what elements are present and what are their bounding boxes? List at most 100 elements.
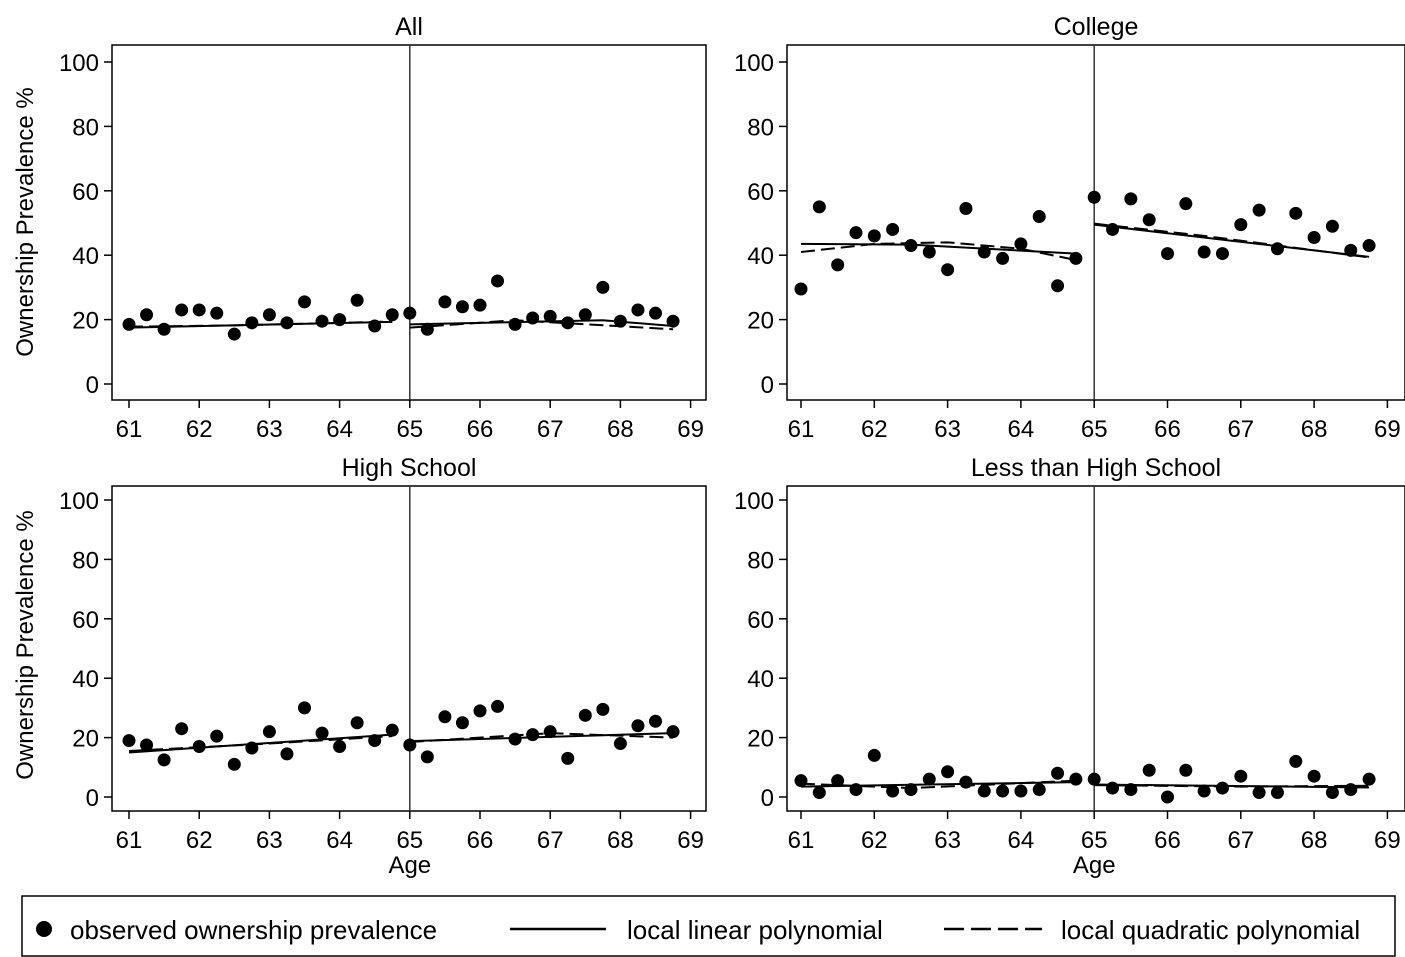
data-point — [315, 726, 329, 740]
panel-less-than-high-school: Less than High School 0 20 40 60 80 100 61 62 63 6… — [734, 454, 1405, 879]
data-point — [794, 774, 808, 788]
x-tick-label: 66 — [467, 416, 494, 443]
y-tick-label: 80 — [747, 114, 774, 141]
x-tick-label: 68 — [607, 416, 634, 443]
data-point — [350, 293, 364, 307]
data-point — [977, 245, 991, 259]
data-point — [333, 313, 347, 327]
plot-frame — [786, 485, 1405, 812]
data-point — [385, 308, 399, 322]
data-point — [922, 772, 936, 786]
data-point — [996, 784, 1010, 798]
data-point — [1234, 218, 1248, 232]
x-tick-label: 64 — [1008, 416, 1035, 443]
data-point — [1270, 242, 1284, 256]
data-point — [1124, 192, 1138, 206]
data-point — [1252, 203, 1266, 217]
data-point — [1197, 784, 1211, 798]
x-tick-label: 64 — [326, 416, 353, 443]
linear-fit-left — [800, 242, 1076, 255]
y-tick-label: 20 — [747, 726, 774, 753]
x-tick-label: 69 — [1374, 827, 1401, 854]
data-point — [420, 322, 434, 336]
x-axis-label: Age — [388, 852, 431, 879]
data-point — [368, 319, 382, 333]
data-point — [227, 757, 241, 771]
x-tick-label: 63 — [256, 416, 283, 443]
x-tick-label: 68 — [607, 827, 634, 854]
data-point — [922, 245, 936, 259]
x-tick-label: 69 — [677, 416, 704, 443]
y-tick-label: 80 — [72, 547, 99, 574]
legend-label-quadratic: local quadratic polynomial — [1061, 915, 1360, 945]
x-tick-label: 61 — [116, 827, 143, 854]
plot-frame — [111, 485, 707, 812]
x-tick-label: 63 — [934, 416, 961, 443]
data-point — [192, 303, 206, 317]
data-point — [438, 295, 452, 309]
linear-fit-right — [409, 319, 674, 328]
x-tick-label: 65 — [396, 827, 423, 854]
y-tick-label: 0 — [761, 372, 774, 399]
panel-title: High School — [342, 454, 477, 482]
data-point — [350, 716, 364, 730]
data-point — [508, 732, 522, 746]
y-tick-label: 60 — [747, 607, 774, 634]
y-axis-label: Ownership Prevalence % — [12, 510, 39, 779]
panel-title: College — [1054, 13, 1139, 41]
data-point — [526, 311, 540, 325]
data-point — [886, 784, 900, 798]
data-point — [1106, 222, 1120, 236]
y-tick-label: 100 — [59, 50, 99, 77]
x-tick-label: 65 — [1081, 416, 1108, 443]
plot-frame — [111, 44, 707, 401]
data-point — [977, 784, 991, 798]
x-tick-label: 61 — [788, 416, 815, 443]
x-tick-label: 63 — [934, 827, 961, 854]
data-point — [561, 316, 575, 330]
data-point — [1325, 786, 1339, 800]
panel-title: Less than High School — [971, 454, 1221, 482]
data-point — [1087, 772, 1101, 786]
data-point — [210, 729, 224, 743]
data-point — [1051, 279, 1065, 293]
y-tick-label: 80 — [747, 547, 774, 574]
data-point — [385, 723, 399, 737]
data-point — [543, 309, 557, 323]
data-point — [122, 317, 136, 331]
legend-box — [21, 895, 1396, 957]
linear-fit-right — [1094, 783, 1370, 789]
data-point — [941, 765, 955, 779]
y-tick-label: 80 — [72, 114, 99, 141]
data-point — [192, 740, 206, 754]
x-tick-label: 62 — [861, 416, 888, 443]
data-point — [262, 308, 276, 322]
panel-high-school: High School 0 20 40 60 80 100 61 62 63 64 65 66 67 68 6… — [12, 454, 707, 879]
data-point — [666, 725, 680, 739]
data-point — [1289, 206, 1303, 220]
data-point — [649, 714, 662, 728]
data-point — [262, 725, 276, 739]
x-tick-label: 67 — [537, 416, 564, 443]
data-point — [420, 750, 434, 764]
data-point — [1344, 243, 1358, 257]
data-point — [1014, 784, 1028, 798]
data-point — [666, 314, 680, 328]
x-tick-label: 66 — [1154, 416, 1181, 443]
data-point — [1215, 781, 1229, 795]
data-point — [1179, 197, 1193, 211]
data-point — [941, 263, 955, 277]
data-point — [812, 200, 826, 214]
y-tick-label: 60 — [72, 607, 99, 634]
data-point — [1215, 247, 1229, 261]
data-point — [831, 258, 845, 272]
y-tick-label: 0 — [86, 372, 99, 399]
linear-fit-left — [800, 781, 1076, 788]
x-tick-label: 66 — [1154, 827, 1181, 854]
data-point — [596, 702, 610, 716]
y-tick-label: 100 — [734, 50, 774, 77]
data-point — [280, 747, 294, 761]
linear-fit-right — [1094, 223, 1370, 258]
x-tick-label: 61 — [116, 416, 143, 443]
x-tick-label: 62 — [186, 416, 213, 443]
